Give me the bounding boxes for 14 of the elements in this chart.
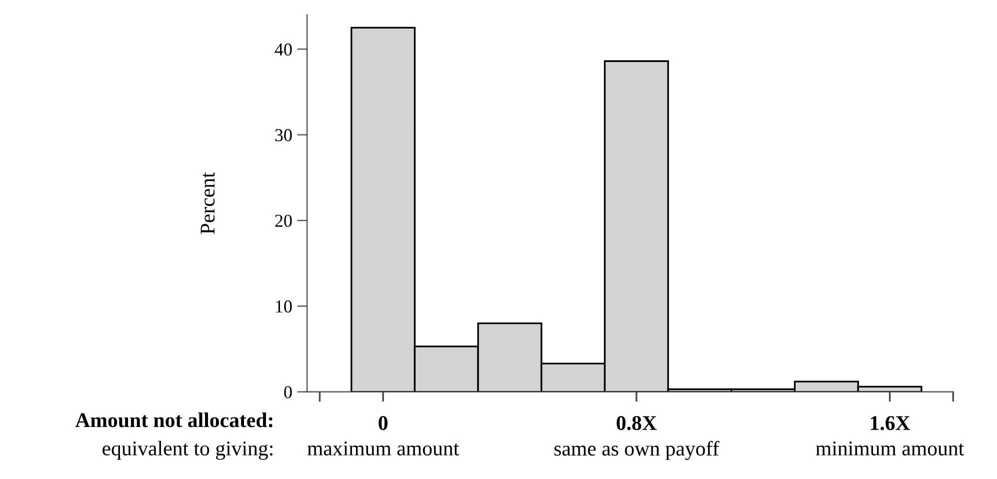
x-tick-label: 1.6X — [870, 416, 910, 430]
y-tick-label: 40 — [274, 43, 292, 56]
y-tick-label: 0 — [284, 386, 292, 398]
y-axis-title: Percent — [200, 172, 215, 234]
x-tick-label: 0 — [378, 416, 388, 430]
text: maximum amount — [307, 441, 460, 456]
y-tick-label: 30 — [275, 129, 292, 142]
y-tick-label: 10 — [276, 300, 292, 313]
text: same as own payoff — [554, 440, 720, 460]
x-tick-label: 0.8X — [616, 416, 657, 430]
text: equivalent to giving: — [102, 440, 272, 460]
y-tick-label: 20 — [275, 214, 292, 227]
text: Amount not allocated: — [75, 412, 272, 428]
text: minimum amount — [816, 441, 964, 456]
